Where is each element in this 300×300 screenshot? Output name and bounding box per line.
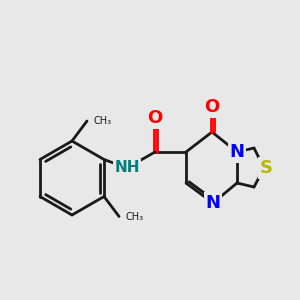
- Text: S: S: [260, 159, 272, 177]
- Text: O: O: [204, 98, 220, 116]
- Text: NH: NH: [114, 160, 140, 175]
- Text: N: N: [230, 143, 244, 161]
- Text: CH₃: CH₃: [93, 116, 111, 126]
- Text: O: O: [147, 109, 163, 127]
- Text: CH₃: CH₃: [125, 212, 143, 221]
- Text: N: N: [206, 194, 220, 212]
